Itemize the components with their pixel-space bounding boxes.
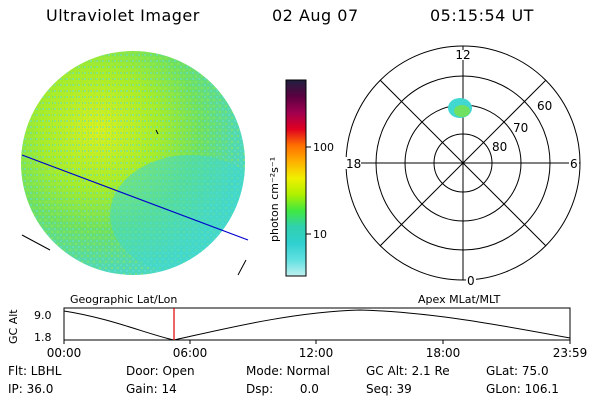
gain-status: Gain: 14 — [126, 382, 177, 396]
instrument-title: Ultraviolet Imager — [46, 6, 200, 25]
altitude-timeline: Geographic Lat/Lon Apex MLat/MLT GC Alt … — [7, 293, 587, 360]
polar-label-12: 12 — [455, 48, 470, 62]
polar-plot — [345, 45, 581, 281]
mode-status: Mode: Normal — [246, 364, 330, 378]
colorbar-label-10: 10 — [313, 228, 327, 241]
polar-label-bottom-bg — [466, 275, 476, 287]
polar-lat-60: 60 — [537, 99, 552, 113]
timeline-right-title: Apex MLat/MLT — [418, 293, 501, 306]
seq-status: Seq: 39 — [366, 382, 412, 396]
x-tick-label-0: 00:00 — [47, 346, 82, 360]
ip-status: IP: 36.0 — [8, 382, 54, 396]
status-info-panel: Flt: LBHL Door: Open Mode: Normal GC Alt… — [0, 358, 600, 400]
polar-label-6: 6 — [570, 157, 578, 171]
info-row-1: Flt: LBHL Door: Open Mode: Normal GC Alt… — [0, 364, 600, 382]
polar-lat-70: 70 — [513, 121, 528, 135]
colorbar-label-100: 100 — [313, 141, 334, 154]
colorbar: 100 10 photon cm⁻²s⁻¹ — [268, 79, 334, 277]
limb-tick-left — [21, 234, 51, 251]
terminator-line — [21, 154, 249, 241]
info-row-2: IP: 36.0 Gain: 14 Dsp: 0.0 Seq: 39 GLon:… — [0, 382, 600, 400]
auroral-blob-inner — [454, 105, 470, 117]
polar-label-right-bg — [569, 157, 579, 169]
glat-status: GLat: 75.0 — [486, 364, 549, 378]
polar-diag-2 — [379, 79, 547, 247]
timeline-y-label: GC Alt — [7, 309, 20, 344]
time-label: 05:15:54 UT — [430, 6, 534, 25]
date-label: 02 Aug 07 — [272, 6, 359, 25]
uv-image-panel — [21, 51, 249, 276]
x-tick-label-4: 23:59 — [553, 346, 588, 360]
timeline-y-min: 1.8 — [34, 331, 52, 344]
filter-status: Flt: LBHL — [8, 364, 62, 378]
altitude-curve — [63, 309, 571, 341]
timeline-left-title: Geographic Lat/Lon — [70, 293, 177, 306]
polar-label-0: 0 — [467, 274, 475, 288]
x-tick-label-1: 06:00 — [173, 346, 208, 360]
polar-label-top-bg — [456, 50, 470, 60]
header-bar: Ultraviolet Imager 02 Aug 07 05:15:54 UT — [0, 6, 600, 30]
timeline-y-max: 9.0 — [34, 309, 52, 322]
x-tick-label-3: 18:00 — [426, 346, 461, 360]
image-mark — [155, 129, 159, 135]
polar-lat-80: 80 — [492, 140, 507, 154]
auroral-blob — [448, 98, 472, 118]
limb-tick-right — [237, 259, 247, 276]
door-status: Door: Open — [126, 364, 195, 378]
colorbar-unit-label: photon cm⁻²s⁻¹ — [268, 157, 281, 242]
gc-alt-status: GC Alt: 2.1 Re — [366, 364, 450, 378]
dayside-region — [110, 155, 245, 275]
colorbar-scale — [285, 79, 307, 277]
dsp-status: Dsp: 0.0 — [246, 382, 319, 396]
polar-label-left-bg — [345, 157, 361, 169]
x-tick-label-2: 12:00 — [299, 346, 334, 360]
glon-status: GLon: 106.1 — [486, 382, 559, 396]
polar-label-18: 18 — [346, 157, 361, 171]
